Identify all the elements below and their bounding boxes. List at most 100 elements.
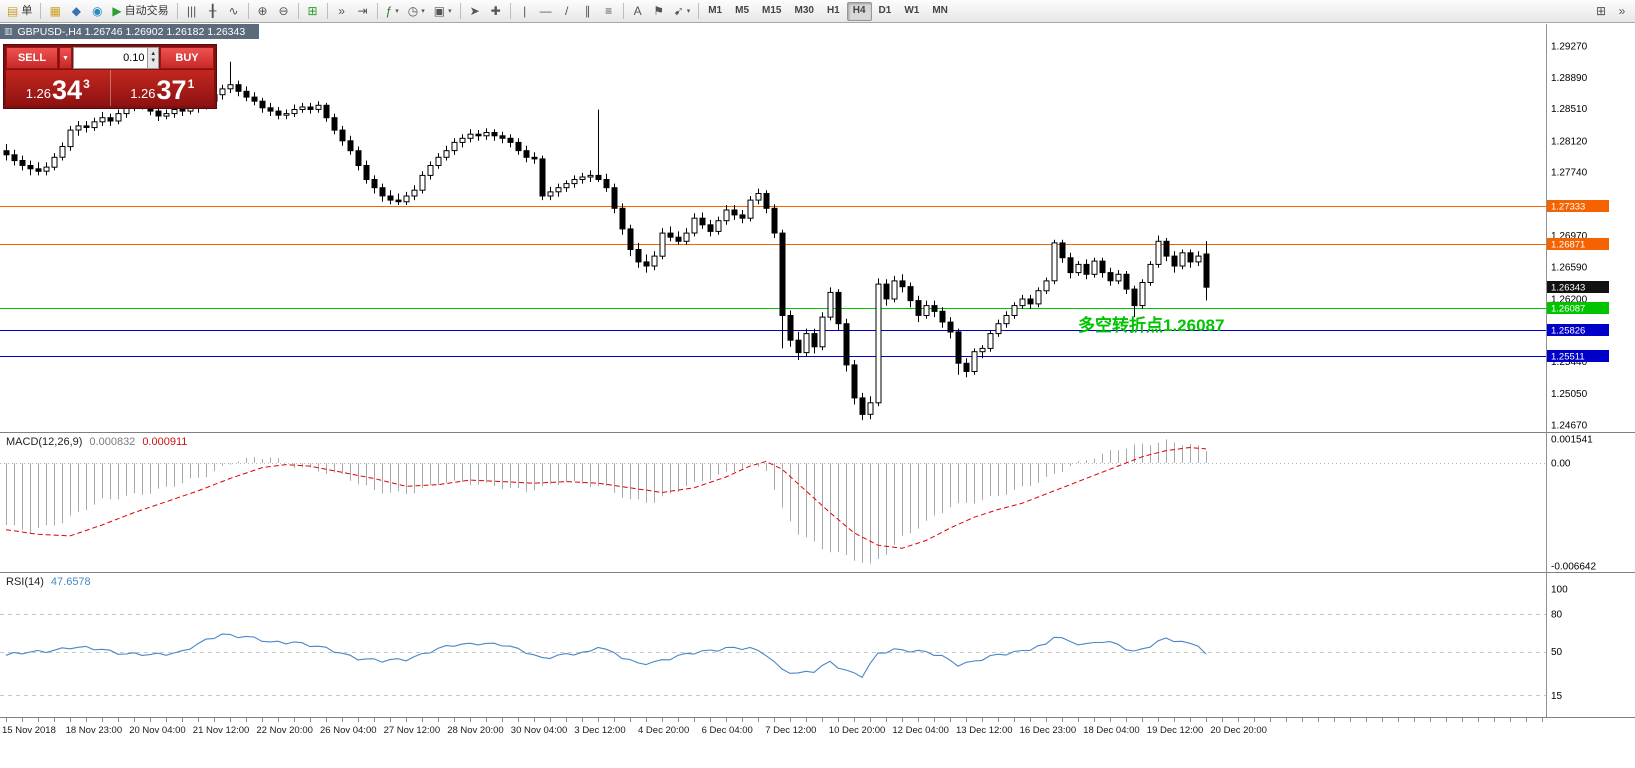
horizontal-line-button[interactable]: —	[536, 2, 556, 21]
price-badge	[1547, 281, 1609, 293]
crosshair-button[interactable]: ✚	[486, 2, 506, 21]
line-chart-button[interactable]: ∿	[224, 2, 244, 21]
zoom-out-icon: ⊖	[278, 4, 289, 18]
price-badge	[1547, 238, 1609, 250]
fibonacci-button[interactable]: ≡	[599, 2, 619, 21]
timeframe-mn-button[interactable]: MN	[926, 2, 954, 21]
profiles-button[interactable]: ◆	[66, 2, 86, 21]
tile-windows-icon: ⊞	[307, 4, 318, 18]
sell-price[interactable]: 1.26 34 3	[6, 70, 110, 106]
vertical-line-button[interactable]: |	[515, 2, 535, 21]
zoom-in-button[interactable]: ⊕	[253, 2, 273, 21]
time-axis[interactable]: 15 Nov 2018 18 Nov 23:00 20 Nov 04:00 21 No…	[0, 717, 1635, 768]
price-badge-label: 1.26871	[1551, 240, 1585, 251]
rsi-axis-label: 100	[1551, 585, 1568, 596]
toolbar-separator	[622, 3, 624, 19]
rsi-panel[interactable]: 100 80 50 15	[0, 572, 1635, 717]
toolbar-separator	[459, 3, 461, 19]
toolbar-separator	[247, 3, 249, 19]
sell-button[interactable]: SELL	[6, 47, 58, 69]
price-axis-label: 1.25050	[1551, 389, 1588, 400]
macd-histogram	[6, 439, 1207, 564]
timeframe-m30-button[interactable]: M30	[788, 2, 819, 21]
buy-price[interactable]: 1.26 37 1	[111, 70, 215, 106]
price-axis-label: 1.26590	[1551, 262, 1588, 273]
volume-stepper[interactable]: ▲ ▼	[147, 48, 158, 68]
vertical-line-icon: |	[523, 4, 527, 18]
chevron-down-icon: ▼	[62, 54, 69, 62]
chart-text-annotation[interactable]: 多空转折点1.26087	[1078, 316, 1225, 335]
chart-shift-button[interactable]: ⇥	[353, 2, 373, 21]
label-button[interactable]: ⚑	[649, 2, 669, 21]
arrows-button[interactable]: ➹ ▾	[670, 2, 695, 21]
layout-grid-icon: ⊞	[1595, 4, 1607, 18]
toolbar-overflow-button[interactable]: »	[1612, 2, 1632, 21]
price-chart[interactable]: 1.29270 1.28890 1.28510 1.28120 1.27740 1.269…	[0, 24, 1635, 432]
chevron-down-icon: ▾	[421, 7, 425, 15]
candlestick-chart-button[interactable]: ╂	[203, 2, 223, 21]
indicators-button[interactable]: ƒ ▾	[382, 2, 403, 21]
price-badge-label: 1.25826	[1551, 326, 1585, 337]
zoom-out-button[interactable]: ⊖	[274, 2, 294, 21]
auto-scroll-button[interactable]: »	[332, 2, 352, 21]
timeframe-m5-button[interactable]: M5	[729, 2, 755, 21]
time-axis-label: 10 Dec 20:00	[828, 725, 886, 736]
layout-grid-button[interactable]: ⊞	[1591, 2, 1611, 21]
toolbar-button-label: 自动交易	[124, 4, 169, 17]
text-button[interactable]: A	[628, 2, 648, 21]
autotrading-icon: ▶	[112, 4, 122, 18]
time-axis-label: 18 Dec 04:00	[1083, 725, 1140, 736]
new-order-button[interactable]: ▤ 单	[3, 2, 36, 21]
help-button[interactable]: ◉	[87, 2, 107, 21]
periods-button[interactable]: ◷ ▾	[404, 2, 429, 21]
autotrading-button[interactable]: ▶ 自动交易	[108, 2, 172, 21]
toolbar-separator	[40, 3, 42, 19]
profiles-icon: ◆	[71, 4, 81, 18]
templates-button[interactable]: ▣ ▾	[430, 2, 456, 21]
chart-title-bar[interactable]: ▥ GBPUSD-,H4 1.26746 1.26902 1.26182 1.2…	[0, 24, 260, 39]
rsi-name: RSI(14)	[6, 576, 44, 588]
channel-button[interactable]: ∥	[578, 2, 598, 21]
macd-indicator-label: MACD(12,26,9) 0.000832 0.000911	[6, 436, 187, 448]
time-axis-label: 6 Dec 04:00	[701, 725, 753, 736]
bar-chart-button[interactable]: |||	[182, 2, 202, 21]
macd-panel[interactable]: 0.001541 0.00 -0.006642	[0, 432, 1635, 572]
timeframe-d1-button[interactable]: D1	[873, 2, 898, 21]
time-axis-label: 13 Dec 12:00	[956, 725, 1013, 736]
rsi-axis-label: 50	[1551, 647, 1563, 658]
charts-window-button[interactable]: ▦	[45, 2, 65, 21]
toolbar-overflow-icon: »	[1618, 4, 1626, 18]
chevron-down-icon: ▾	[686, 7, 691, 15]
macd-axis-label: -0.006642	[1551, 562, 1596, 573]
sell-options-dropdown[interactable]: ▼	[59, 47, 72, 69]
time-axis-label: 18 Nov 23:00	[65, 725, 123, 736]
timeframe-m1-button[interactable]: M1	[702, 2, 728, 21]
time-axis-label: 12 Dec 04:00	[892, 725, 949, 736]
timeframe-m15-button[interactable]: M15	[756, 2, 787, 21]
time-axis-label: 19 Dec 12:00	[1146, 725, 1204, 736]
price-axis-label: 1.25440	[1551, 357, 1588, 368]
chevron-down-icon: ▾	[395, 7, 399, 15]
price-axis-label: 1.24670	[1551, 421, 1588, 432]
price-badge	[1547, 200, 1609, 212]
price-badge-label: 1.26343	[1551, 283, 1585, 294]
one-click-trading-panel: SELL ▼ ▲ ▼ BUY 1.26 34 3 1.26 37 1	[3, 44, 217, 109]
trendline-button[interactable]: /	[557, 2, 577, 21]
periods-icon: ◷	[407, 4, 419, 18]
macd-main-value: 0.000832	[89, 436, 136, 448]
toolbar-separator	[698, 3, 700, 19]
time-axis-label: 26 Nov 04:00	[320, 725, 377, 736]
timeframe-w1-button[interactable]: W1	[898, 2, 925, 21]
volume-input[interactable]	[74, 48, 148, 68]
toolbar-separator	[176, 3, 178, 19]
rsi-indicator-label: RSI(14) 47.6578	[6, 576, 91, 588]
sell-price-prefix: 1.26	[25, 86, 52, 101]
cursor-button[interactable]: ➤	[465, 2, 485, 21]
price-axis-label: 1.26200	[1551, 295, 1588, 306]
timeframe-h4-button[interactable]: H4	[846, 1, 872, 21]
timeframe-h1-button[interactable]: H1	[821, 2, 846, 21]
timeframe-group: M1 M5 M15 M30 H1 H4 D1 W1 MN	[702, 1, 954, 21]
buy-price-prefix: 1.26	[130, 86, 156, 101]
tile-windows-button[interactable]: ⊞	[303, 2, 323, 21]
buy-button[interactable]: BUY	[160, 47, 214, 69]
